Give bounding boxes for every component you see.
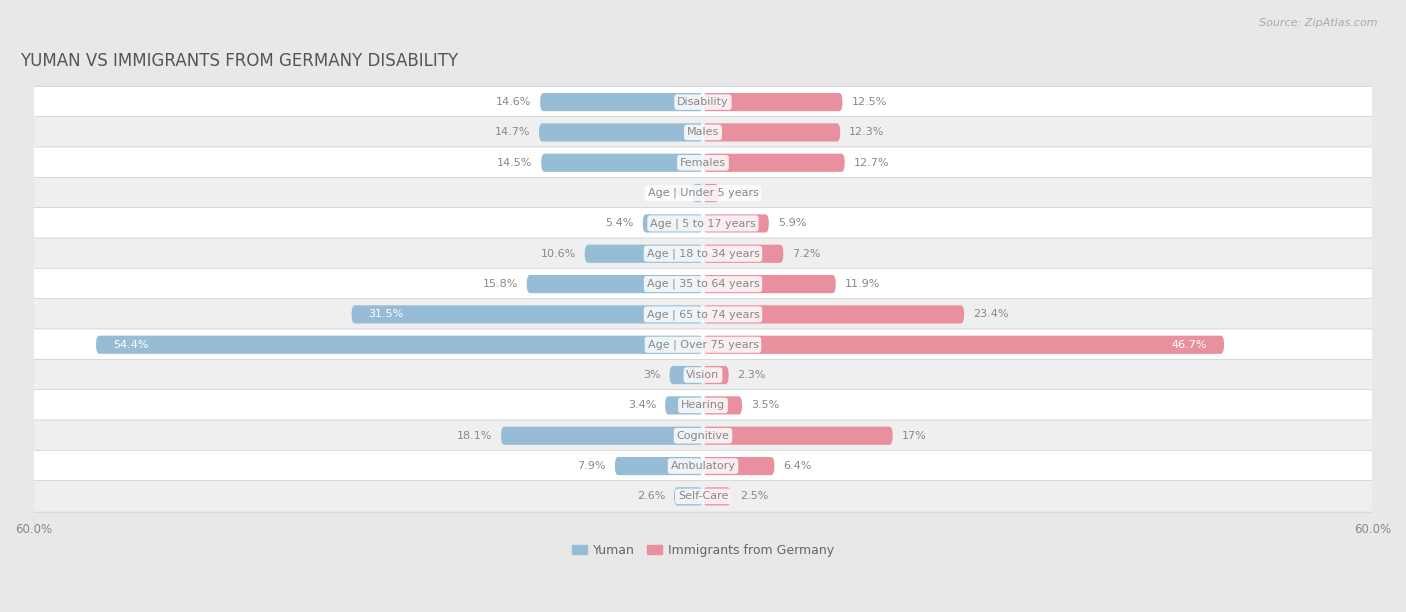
Text: 2.3%: 2.3% [738,370,766,380]
FancyBboxPatch shape [703,184,718,202]
FancyBboxPatch shape [614,457,703,475]
FancyBboxPatch shape [34,480,1372,512]
Text: 14.6%: 14.6% [496,97,531,107]
FancyBboxPatch shape [34,450,1372,482]
Text: 5.9%: 5.9% [778,218,806,228]
Text: 2.5%: 2.5% [740,491,768,501]
FancyBboxPatch shape [541,154,703,172]
FancyBboxPatch shape [669,366,703,384]
Text: 46.7%: 46.7% [1171,340,1208,349]
Text: 10.6%: 10.6% [540,248,576,259]
FancyBboxPatch shape [527,275,703,293]
FancyBboxPatch shape [703,366,728,384]
FancyBboxPatch shape [34,268,1372,300]
Text: 12.5%: 12.5% [852,97,887,107]
FancyBboxPatch shape [540,93,703,111]
Text: 12.3%: 12.3% [849,127,884,138]
Text: 6.4%: 6.4% [783,461,811,471]
Text: 14.5%: 14.5% [496,158,533,168]
FancyBboxPatch shape [703,214,769,233]
FancyBboxPatch shape [34,177,1372,209]
FancyBboxPatch shape [34,238,1372,269]
FancyBboxPatch shape [34,420,1372,452]
Text: Age | 18 to 34 years: Age | 18 to 34 years [647,248,759,259]
FancyBboxPatch shape [34,359,1372,391]
Text: 2.6%: 2.6% [637,491,665,501]
FancyBboxPatch shape [703,335,1225,354]
Text: Age | Over 75 years: Age | Over 75 years [648,340,758,350]
Text: Disability: Disability [678,97,728,107]
FancyBboxPatch shape [34,207,1372,239]
Text: Age | 35 to 64 years: Age | 35 to 64 years [647,279,759,289]
Text: 15.8%: 15.8% [482,279,517,289]
FancyBboxPatch shape [643,214,703,233]
Text: Age | Under 5 years: Age | Under 5 years [648,188,758,198]
FancyBboxPatch shape [703,93,842,111]
FancyBboxPatch shape [703,427,893,445]
Text: Ambulatory: Ambulatory [671,461,735,471]
Text: Self-Care: Self-Care [678,491,728,501]
Text: 17%: 17% [901,431,927,441]
FancyBboxPatch shape [665,397,703,414]
FancyBboxPatch shape [34,86,1372,118]
Text: Age | 5 to 17 years: Age | 5 to 17 years [650,218,756,229]
Text: YUMAN VS IMMIGRANTS FROM GERMANY DISABILITY: YUMAN VS IMMIGRANTS FROM GERMANY DISABIL… [20,52,458,70]
Text: 54.4%: 54.4% [112,340,148,349]
Text: 11.9%: 11.9% [845,279,880,289]
Text: Males: Males [688,127,718,138]
FancyBboxPatch shape [585,245,703,263]
FancyBboxPatch shape [34,147,1372,179]
FancyBboxPatch shape [34,117,1372,148]
Text: Females: Females [681,158,725,168]
FancyBboxPatch shape [703,487,731,506]
FancyBboxPatch shape [538,124,703,141]
Text: Source: ZipAtlas.com: Source: ZipAtlas.com [1260,18,1378,28]
FancyBboxPatch shape [703,397,742,414]
Text: 5.4%: 5.4% [606,218,634,228]
FancyBboxPatch shape [673,487,703,506]
Text: 14.7%: 14.7% [495,127,530,138]
FancyBboxPatch shape [352,305,703,324]
Legend: Yuman, Immigrants from Germany: Yuman, Immigrants from Germany [567,539,839,562]
Text: 31.5%: 31.5% [368,310,404,319]
FancyBboxPatch shape [501,427,703,445]
FancyBboxPatch shape [703,154,845,172]
Text: 7.2%: 7.2% [792,248,821,259]
Text: 3.5%: 3.5% [751,400,779,411]
FancyBboxPatch shape [703,305,965,324]
Text: 1.4%: 1.4% [727,188,756,198]
FancyBboxPatch shape [34,329,1372,360]
Text: 12.7%: 12.7% [853,158,889,168]
Text: 18.1%: 18.1% [457,431,492,441]
Text: Age | 65 to 74 years: Age | 65 to 74 years [647,309,759,319]
FancyBboxPatch shape [692,184,703,202]
Text: 3.4%: 3.4% [627,400,657,411]
FancyBboxPatch shape [96,335,703,354]
Text: Vision: Vision [686,370,720,380]
FancyBboxPatch shape [703,124,841,141]
FancyBboxPatch shape [703,245,783,263]
FancyBboxPatch shape [703,457,775,475]
Text: 3%: 3% [643,370,661,380]
Text: Hearing: Hearing [681,400,725,411]
FancyBboxPatch shape [34,390,1372,421]
Text: Cognitive: Cognitive [676,431,730,441]
FancyBboxPatch shape [34,299,1372,330]
Text: 23.4%: 23.4% [973,310,1008,319]
Text: 7.9%: 7.9% [578,461,606,471]
FancyBboxPatch shape [703,275,835,293]
Text: 0.95%: 0.95% [648,188,683,198]
